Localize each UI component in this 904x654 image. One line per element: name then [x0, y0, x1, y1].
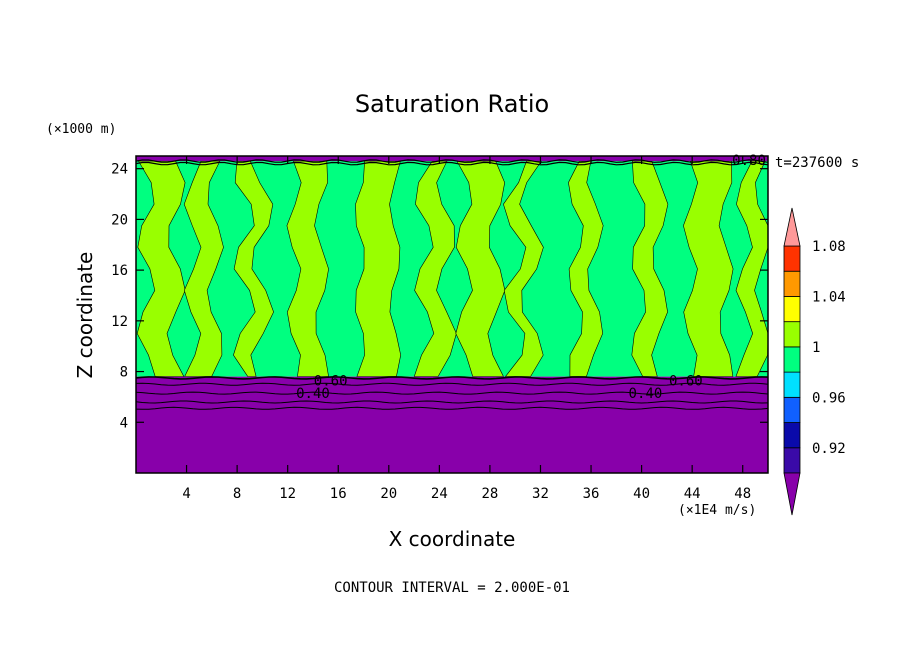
contour-labels: 0.60 0.600.40 0.400.80: [296, 153, 766, 402]
contour-line: [135, 382, 769, 386]
y-tick-label: 8: [120, 365, 128, 381]
field-band: [631, 160, 669, 377]
x-unit-label: (×1E4 m/s): [678, 503, 756, 518]
plot-frame: [135, 155, 769, 474]
x-tick-label: 36: [583, 486, 600, 502]
contour-label: 0.40: [629, 386, 663, 402]
field-band: [136, 376, 768, 473]
colorbar-swatch: [783, 321, 801, 348]
y-tick-label: 20: [111, 212, 128, 228]
x-tick-label: 8: [233, 486, 241, 502]
contour-line: [135, 406, 769, 410]
y-axis-label: Z coordinate: [73, 252, 97, 379]
field-band: [413, 160, 457, 377]
contour-line: [135, 391, 769, 395]
colorbar-max-arrow: [783, 207, 801, 247]
colorbar-min-arrow: [783, 472, 801, 516]
field-band: [683, 160, 734, 377]
y-axis-ticks: 4 8 12 16 20 24: [111, 162, 768, 431]
field-band: [735, 160, 769, 377]
contour-line: [135, 161, 769, 166]
colorbar-swatch: [783, 346, 801, 373]
y-tick-label: 24: [111, 162, 128, 178]
field-band: [183, 160, 224, 377]
y-tick-label: 4: [120, 415, 128, 431]
contour-label: 0.60: [314, 373, 348, 389]
colorbar-label: 1.08: [812, 239, 846, 255]
colorbar-swatch: [783, 447, 801, 474]
contour-label: 0.40: [296, 386, 330, 402]
contour-label: 0.80: [732, 153, 766, 169]
colorbar-swatch: [783, 422, 801, 449]
x-axis-label: X coordinate: [389, 527, 516, 551]
colorbar-swatch: [783, 296, 801, 323]
colorbar-label: 0.96: [812, 390, 846, 406]
y-unit-label: (×1000 m): [46, 122, 116, 137]
colorbar-label: 1.04: [812, 289, 846, 305]
x-tick-label: 48: [734, 486, 751, 502]
contour-line: [135, 376, 769, 380]
x-tick-label: 28: [481, 486, 498, 502]
colorbar-swatch: [783, 371, 801, 398]
contour-lines: [135, 159, 769, 410]
colorbar-swatch: [783, 270, 801, 297]
plot-area: 0.60 0.600.40 0.400.80 4 8 12 16 20 24 28 32 36 40 4…: [111, 153, 769, 502]
field-band: [136, 156, 768, 162]
contour-line: [135, 159, 769, 163]
x-axis-ticks: 4 8 12 16 20 24 28 32 36 40 44 48: [182, 156, 751, 502]
colorbar-swatch: [783, 245, 801, 272]
contour-line: [135, 400, 769, 404]
x-tick-label: 16: [330, 486, 347, 502]
x-tick-label: 20: [380, 486, 397, 502]
contour-label: 0.60: [669, 373, 703, 389]
x-tick-label: 12: [279, 486, 296, 502]
y-tick-label: 12: [111, 314, 128, 330]
x-tick-label: 40: [633, 486, 650, 502]
colorbar: 0.92 0.96 1 1.04 1.08: [783, 207, 846, 516]
contour-field: [136, 156, 769, 473]
time-label: t=237600 s: [775, 155, 859, 171]
chart-title: Saturation Ratio: [355, 90, 549, 118]
y-tick-label: 16: [111, 263, 128, 279]
colorbar-label: 0.92: [812, 441, 846, 457]
field-band: [503, 160, 544, 377]
x-tick-label: 4: [182, 486, 190, 502]
colorbar-label: 1: [812, 340, 820, 356]
x-tick-label: 24: [431, 486, 448, 502]
x-tick-label: 44: [684, 486, 701, 502]
x-tick-label: 32: [532, 486, 549, 502]
colorbar-swatch: [783, 396, 801, 423]
contour-interval-footer: CONTOUR INTERVAL = 2.000E-01: [334, 580, 570, 596]
